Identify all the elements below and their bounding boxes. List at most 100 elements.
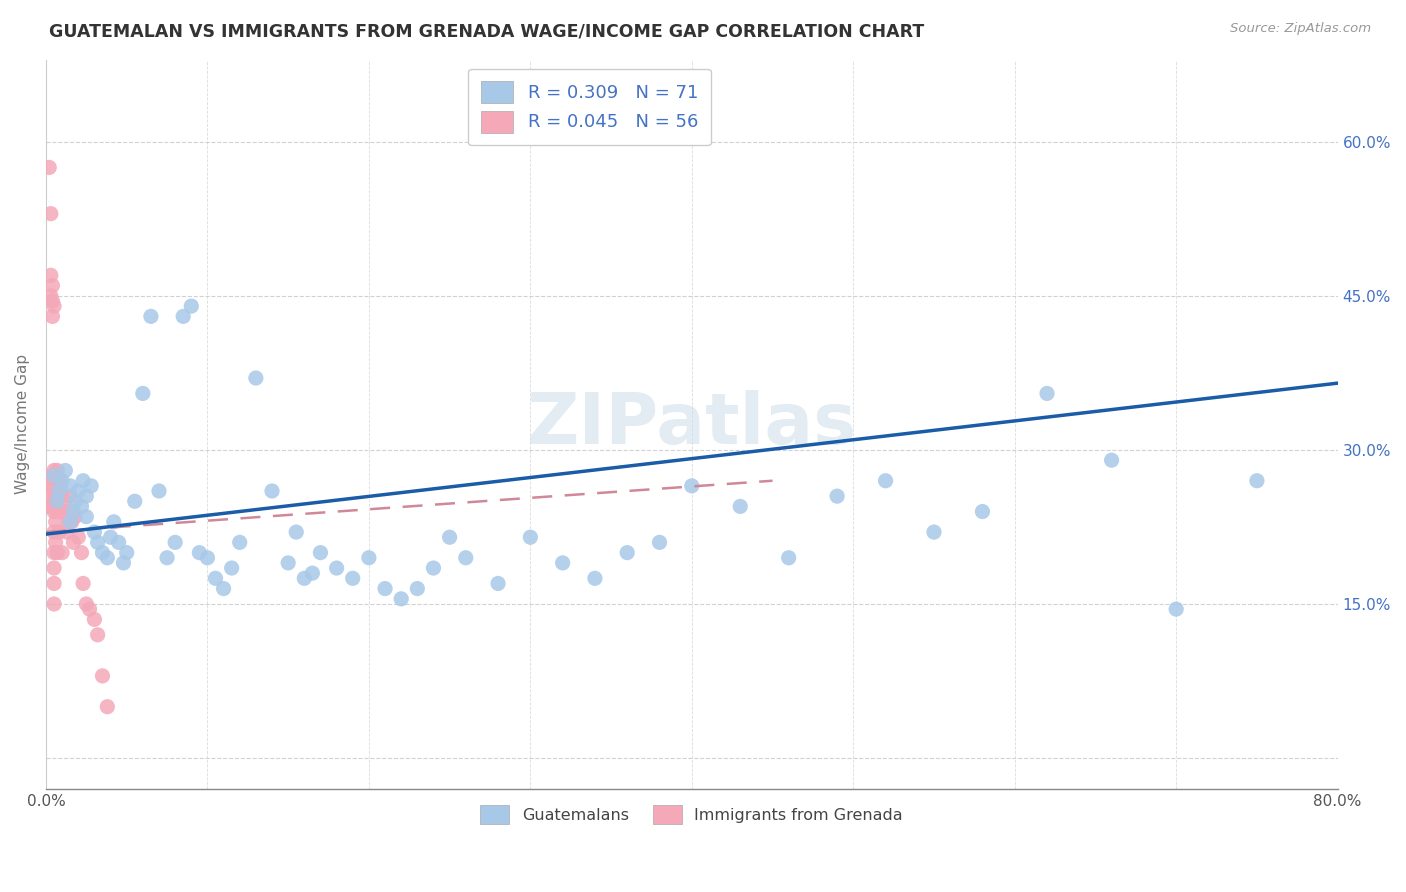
Point (38, 500, 60, 514)
Point (79, 602, 101, 616)
Point (728, 500, 751, 514)
Point (212, 582, 235, 596)
Point (46, 483, 69, 498)
Point (616, 546, 638, 560)
Point (53, 504, 76, 518)
Point (551, 556, 574, 570)
Point (389, 591, 412, 606)
Point (39, 479, 62, 493)
Point (922, 525, 945, 540)
Point (48, 474, 70, 488)
Point (221, 561, 243, 575)
Point (132, 386, 155, 401)
Point (439, 530, 461, 544)
Point (42, 561, 65, 575)
Point (486, 576, 509, 591)
Point (62, 504, 84, 518)
Point (648, 535, 671, 549)
Point (42, 525, 65, 540)
Point (309, 546, 332, 560)
Point (42, 576, 65, 591)
Point (180, 299, 202, 313)
Point (58, 515, 80, 529)
Point (41, 483, 63, 498)
Point (406, 582, 429, 596)
Point (156, 550, 179, 565)
Point (42, 483, 65, 498)
Point (124, 494, 146, 508)
Point (70, 500, 93, 514)
Point (42, 504, 65, 518)
Point (51, 504, 73, 518)
Point (96, 550, 118, 565)
Point (42, 463, 65, 477)
Point (39, 289, 62, 303)
Point (42, 299, 65, 313)
Point (342, 571, 364, 585)
Point (277, 556, 299, 570)
Point (374, 582, 396, 596)
Point (51, 474, 73, 488)
Point (91, 669, 114, 683)
Point (48, 483, 70, 498)
Point (100, 530, 122, 544)
Point (86, 628, 108, 642)
Point (39, 268, 62, 283)
Text: ZIPatlas: ZIPatlas (527, 390, 856, 458)
Point (75, 509, 97, 524)
Point (41, 494, 63, 508)
Point (45, 474, 67, 488)
Point (197, 550, 219, 565)
Point (228, 535, 250, 549)
Point (96, 699, 118, 714)
Point (245, 371, 267, 385)
Point (875, 474, 897, 488)
Point (91, 546, 114, 560)
Point (75, 489, 97, 503)
Point (204, 571, 226, 585)
Point (46, 504, 69, 518)
Point (1246, 474, 1268, 488)
Point (41, 293, 63, 308)
Point (42, 474, 65, 488)
Point (83, 612, 105, 626)
Y-axis label: Wage/Income Gap: Wage/Income Gap (15, 354, 30, 494)
Point (72, 474, 94, 488)
Point (51, 546, 73, 560)
Point (49, 504, 72, 518)
Point (1101, 453, 1123, 467)
Point (112, 556, 135, 570)
Point (72, 576, 94, 591)
Point (60, 515, 83, 529)
Point (285, 525, 308, 540)
Point (41, 310, 63, 324)
Point (53, 463, 76, 477)
Point (46, 546, 69, 560)
Point (188, 546, 211, 560)
Point (42, 546, 65, 560)
Point (172, 310, 194, 324)
Point (42, 494, 65, 508)
Point (42, 597, 65, 611)
Point (45, 535, 67, 549)
Text: GUATEMALAN VS IMMIGRANTS FROM GRENADA WAGE/INCOME GAP CORRELATION CHART: GUATEMALAN VS IMMIGRANTS FROM GRENADA WA… (49, 22, 925, 40)
Point (67, 483, 90, 498)
Point (42, 468, 65, 483)
Point (778, 550, 800, 565)
Point (39, 207, 62, 221)
Point (115, 546, 138, 560)
Point (63, 509, 86, 524)
Point (41, 468, 63, 483)
Point (63, 494, 86, 508)
Legend: Guatemalans, Immigrants from Grenada: Guatemalans, Immigrants from Grenada (470, 794, 914, 836)
Point (48, 489, 70, 503)
Point (46, 463, 69, 477)
Point (80, 479, 103, 493)
Point (45, 515, 67, 529)
Point (1036, 386, 1059, 401)
Point (357, 550, 380, 565)
Point (67, 530, 90, 544)
Text: Source: ZipAtlas.com: Source: ZipAtlas.com (1230, 22, 1371, 36)
Point (51, 489, 73, 503)
Point (260, 483, 283, 498)
